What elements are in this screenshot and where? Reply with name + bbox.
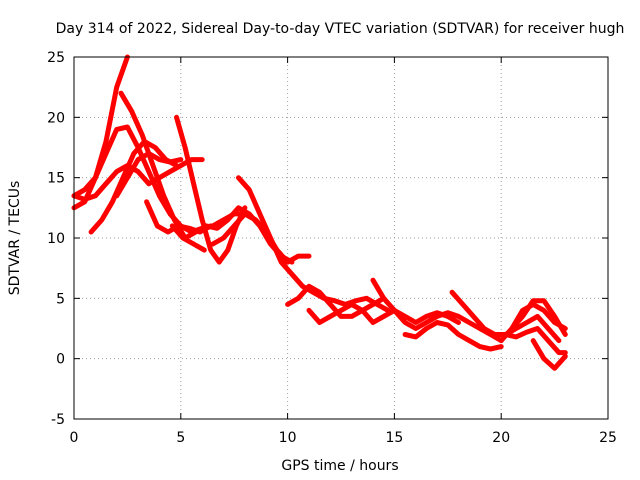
y-tick-label: 10 <box>47 231 65 247</box>
series-line-track-20 <box>509 298 568 337</box>
series-line-track-11 <box>236 175 391 313</box>
x-tick-label: 25 <box>599 430 617 446</box>
x-tick-label: 10 <box>279 430 297 446</box>
x-tick-label: 15 <box>385 430 403 446</box>
y-tick-label: -5 <box>51 412 65 428</box>
x-tick-label: 5 <box>176 430 185 446</box>
y-axis-label: SDTVAR / TECUs <box>7 181 23 296</box>
series-line-track-2 <box>71 54 130 211</box>
series-line-track-12 <box>210 211 312 265</box>
series-line-track-6 <box>88 139 179 235</box>
x-tick-labels: 0 5 10 15 20 25 <box>70 430 617 446</box>
series-line-track-14 <box>306 301 461 325</box>
y-tick-label: 25 <box>47 50 65 66</box>
y-tick-label: 5 <box>56 291 65 307</box>
y-tick-label: 20 <box>47 110 65 126</box>
y-tick-labels: -5 0 5 10 15 20 25 <box>47 50 65 428</box>
series-line-track-10 <box>169 223 207 253</box>
series-line-track-9 <box>146 157 205 187</box>
series-group <box>71 54 568 371</box>
x-axis-label: GPS time / hours <box>281 458 398 474</box>
series-line-track-13 <box>285 283 387 319</box>
y-tick-label: 0 <box>56 352 65 368</box>
chart-title: Day 314 of 2022, Sidereal Day-to-day VTE… <box>56 21 625 37</box>
grid-lines <box>74 57 608 419</box>
series-line-track-15 <box>370 277 504 344</box>
series-line-track-16 <box>402 320 504 352</box>
series-line-track-7 <box>144 199 214 235</box>
x-tick-label: 20 <box>492 430 510 446</box>
x-tick-label: 0 <box>70 430 79 446</box>
series-line-track-21 <box>530 338 568 371</box>
series-line-track-3 <box>71 163 152 202</box>
series-line-track-19 <box>503 326 568 356</box>
y-tick-label: 15 <box>47 171 65 187</box>
tick-marks <box>73 56 609 420</box>
